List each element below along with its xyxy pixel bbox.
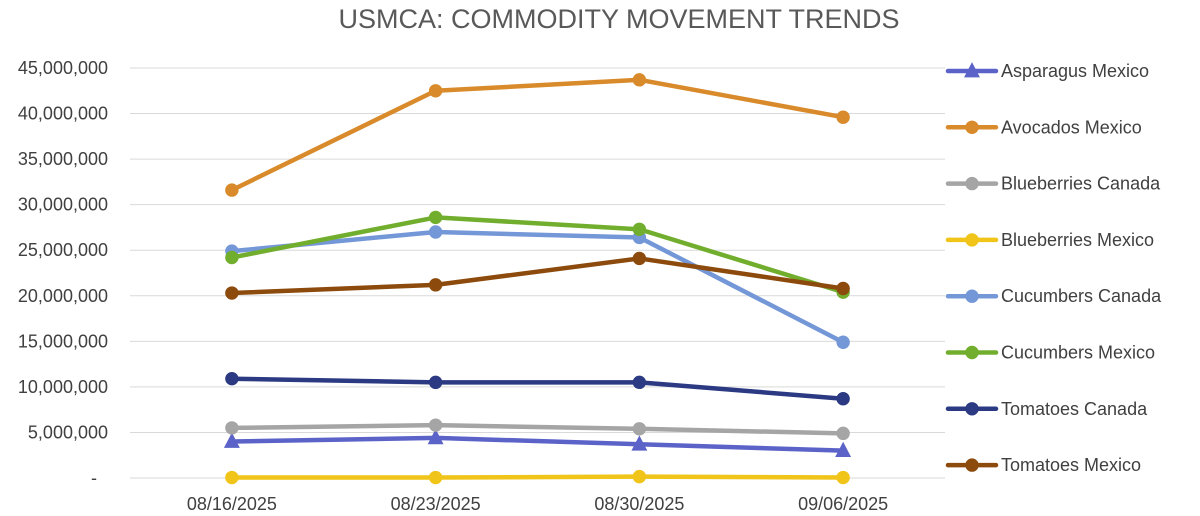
data-point bbox=[632, 251, 647, 266]
legend-label: Avocados Mexico bbox=[1001, 117, 1142, 137]
y-tick-label: 35,000,000 bbox=[18, 149, 108, 169]
y-tick-label: 45,000,000 bbox=[18, 58, 108, 78]
series-avocados-mexico bbox=[225, 73, 850, 197]
data-point bbox=[225, 250, 239, 265]
legend-swatch-marker bbox=[965, 233, 979, 247]
legend-label: Cucumbers Mexico bbox=[1001, 343, 1155, 363]
legend-label: Cucumbers Canada bbox=[1001, 286, 1162, 306]
y-tick-label: 25,000,000 bbox=[18, 240, 108, 260]
y-tick-label: 5,000,000 bbox=[28, 422, 108, 442]
y-tick-label: 30,000,000 bbox=[18, 195, 108, 215]
legend-label: Tomatoes Canada bbox=[1001, 399, 1148, 419]
series-line bbox=[229, 435, 846, 453]
series-blueberries-mexico bbox=[225, 469, 850, 485]
x-tick-label: 09/06/2025 bbox=[798, 494, 888, 514]
data-point bbox=[836, 335, 850, 349]
legend-swatch-marker bbox=[965, 289, 979, 303]
y-tick-label: 10,000,000 bbox=[18, 377, 108, 397]
legend-label: Blueberries Canada bbox=[1001, 174, 1161, 194]
series-tomatoes-mexico bbox=[225, 251, 850, 300]
x-tick-label: 08/30/2025 bbox=[594, 494, 684, 514]
data-point bbox=[225, 371, 239, 386]
data-point bbox=[223, 432, 240, 448]
series-line bbox=[229, 474, 846, 480]
legend-item: Asparagus Mexico bbox=[945, 61, 1149, 81]
y-tick-label: 40,000,000 bbox=[18, 104, 108, 124]
x-tick-label: 08/16/2025 bbox=[187, 494, 277, 514]
series-line bbox=[229, 77, 846, 193]
legend-swatch-marker bbox=[965, 345, 979, 360]
x-tick-label: 08/23/2025 bbox=[391, 494, 481, 514]
legend-item: Avocados Mexico bbox=[945, 117, 1142, 137]
series-line bbox=[229, 256, 846, 296]
data-point bbox=[225, 183, 239, 197]
data-point bbox=[632, 469, 647, 484]
data-point bbox=[836, 392, 850, 406]
data-point bbox=[427, 429, 444, 445]
legend-item: Tomatoes Mexico bbox=[945, 455, 1141, 475]
legend-label: Tomatoes Mexico bbox=[1001, 455, 1141, 475]
legend-swatch-marker bbox=[965, 402, 979, 416]
legend: Asparagus Mexico Avocados Mexico Blueberri… bbox=[945, 61, 1162, 475]
series-cucumbers-canada bbox=[225, 225, 850, 349]
series-line bbox=[229, 422, 846, 436]
data-point bbox=[632, 222, 647, 236]
legend-item: Blueberries Mexico bbox=[945, 230, 1154, 250]
y-tick-label: 20,000,000 bbox=[18, 286, 108, 306]
legend-item: Tomatoes Canada bbox=[945, 399, 1148, 419]
legend-swatch-marker bbox=[965, 458, 979, 472]
legend-swatch-marker bbox=[964, 62, 980, 78]
data-point bbox=[632, 73, 647, 87]
legend-item: Blueberries Canada bbox=[945, 174, 1161, 194]
data-point bbox=[835, 441, 852, 458]
data-point bbox=[225, 286, 239, 300]
series-line bbox=[229, 215, 846, 295]
series-tomatoes-canada bbox=[225, 371, 850, 406]
series-line bbox=[229, 376, 846, 401]
series-blueberries-canada bbox=[225, 418, 850, 441]
series-asparagus-mexico bbox=[223, 429, 852, 458]
legend-swatch-marker bbox=[965, 176, 979, 191]
data-point bbox=[632, 422, 647, 436]
legend-label: Blueberries Mexico bbox=[1001, 230, 1154, 250]
data-point bbox=[631, 435, 648, 451]
data-point bbox=[836, 426, 850, 441]
data-point bbox=[428, 418, 443, 432]
legend-item: Cucumbers Canada bbox=[945, 286, 1162, 306]
legend-label: Asparagus Mexico bbox=[1001, 61, 1149, 81]
series-line bbox=[229, 229, 846, 345]
series-cucumbers-mexico bbox=[225, 210, 850, 299]
data-point bbox=[225, 470, 239, 485]
data-point bbox=[632, 375, 647, 390]
chart-title: USMCA: COMMODITY MOVEMENT TRENDS bbox=[338, 4, 899, 34]
data-point bbox=[428, 278, 443, 292]
y-tick-label: 15,000,000 bbox=[18, 331, 108, 351]
series-lines bbox=[223, 73, 852, 485]
data-point bbox=[428, 84, 443, 98]
data-point bbox=[428, 470, 443, 485]
legend-item: Cucumbers Mexico bbox=[945, 343, 1155, 363]
x-axis: 08/16/2025 08/23/2025 08/30/2025 09/06/2025 bbox=[187, 494, 888, 514]
legend-swatch-marker bbox=[965, 120, 979, 135]
data-point bbox=[428, 210, 443, 225]
data-point bbox=[428, 225, 443, 239]
data-point bbox=[836, 470, 850, 485]
data-point bbox=[225, 421, 239, 435]
data-point bbox=[836, 281, 850, 296]
y-axis: - 5,000,000 10,000,000 15,000,000 20,000,000… bbox=[18, 58, 108, 488]
data-point bbox=[836, 110, 850, 124]
y-tick-label: - bbox=[91, 468, 97, 488]
data-point bbox=[428, 375, 443, 390]
